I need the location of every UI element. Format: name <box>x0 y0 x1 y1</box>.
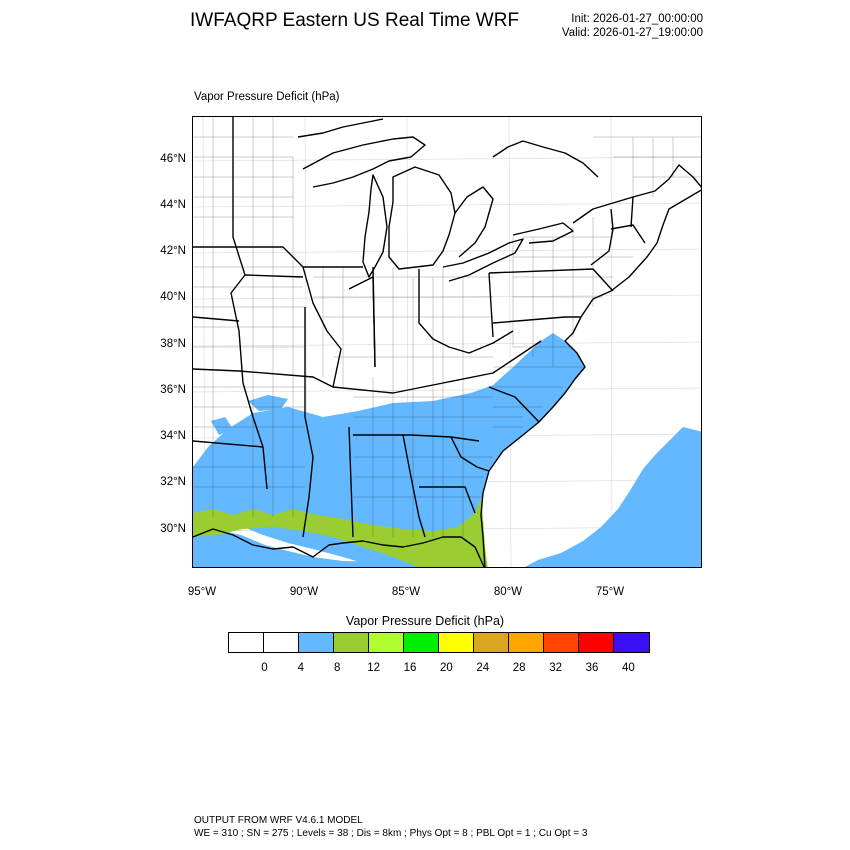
map-panel <box>192 116 702 568</box>
colorbar-box <box>229 633 264 652</box>
colorbar-box <box>474 633 509 652</box>
county-lines <box>193 117 701 537</box>
colorbar-box <box>264 633 299 652</box>
colorbar <box>228 632 650 653</box>
valid-time: Valid: 2026-01-27_19:00:00 <box>561 27 703 39</box>
field-label: Vapor Pressure Deficit (hPa) <box>194 91 340 103</box>
lon-label: 80°W <box>493 586 523 598</box>
colorbar-tick-label: 36 <box>585 662 599 674</box>
colorbar-tick-label: 12 <box>367 662 380 674</box>
colorbar-tick-label: 28 <box>512 662 526 674</box>
vpd-4-8-region <box>193 333 585 567</box>
lon-label: 90°W <box>289 586 319 598</box>
map-svg <box>193 117 701 567</box>
lat-label: 42°N <box>160 245 186 257</box>
colorbar-tick-label: 20 <box>439 662 453 674</box>
lat-label: 46°N <box>160 153 186 165</box>
colorbar-tick-label: 16 <box>403 662 417 674</box>
lat-label: 40°N <box>160 291 186 303</box>
colorbar-box <box>579 633 614 652</box>
colorbar-tick-label: 24 <box>476 662 490 674</box>
graticule <box>193 117 701 567</box>
colorbar-tick-label: 0 <box>261 662 268 674</box>
vpd-atlantic-region <box>524 427 701 567</box>
init-time: Init: 2026-01-27_00:00:00 <box>571 13 703 25</box>
lon-label: 85°W <box>391 586 421 598</box>
colorbar-tick-label: 4 <box>297 662 304 674</box>
colorbar-box <box>334 633 369 652</box>
lat-label: 34°N <box>160 430 186 442</box>
colorbar-tick-label: 40 <box>621 662 635 674</box>
colorbar-title: Vapor Pressure Deficit (hPa) <box>345 614 505 628</box>
lat-label: 44°N <box>160 199 186 211</box>
lon-label: 75°W <box>595 586 625 598</box>
lon-label: 95°W <box>187 586 217 598</box>
colorbar-tick-label: 32 <box>549 662 562 674</box>
lat-label: 38°N <box>160 338 186 350</box>
lat-label: 36°N <box>160 384 186 396</box>
colorbar-box <box>439 633 474 652</box>
colorbar-box <box>614 633 649 652</box>
vpd-gulf-region <box>193 529 463 567</box>
vpd-8-12-region <box>193 499 488 567</box>
lat-label: 30°N <box>160 523 186 535</box>
lat-label: 32°N <box>160 476 186 488</box>
footer-config-line: WE = 310 ; SN = 275 ; Levels = 38 ; Dis … <box>194 828 588 839</box>
plot-title: IWFAQRP Eastern US Real Time WRF <box>190 10 520 31</box>
vpd-4-8-patch <box>211 417 233 435</box>
colorbar-tick-label: 8 <box>333 662 341 674</box>
colorbar-box <box>299 633 334 652</box>
colorbar-box <box>404 633 439 652</box>
colorbar-box <box>544 633 579 652</box>
colorbar-box <box>369 633 404 652</box>
colorbar-box <box>509 633 544 652</box>
footer-model-line: OUTPUT FROM WRF V4.6.1 MODEL <box>194 815 363 826</box>
